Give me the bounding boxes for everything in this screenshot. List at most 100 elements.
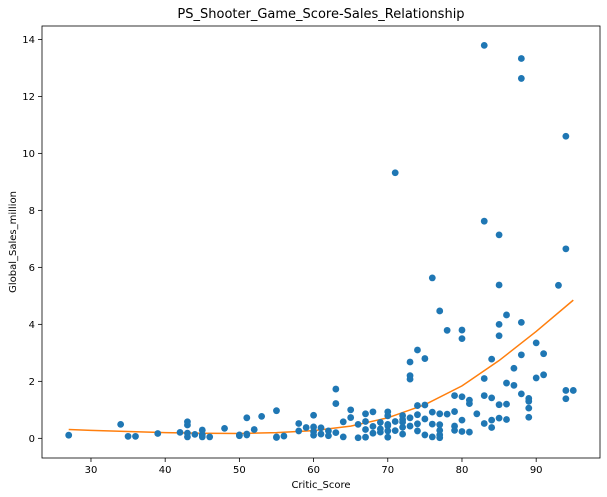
data-point — [443, 326, 451, 334]
data-point — [458, 416, 466, 424]
y-tick-label: 4 — [29, 320, 35, 331]
data-point — [480, 41, 488, 49]
data-point — [458, 428, 466, 435]
data-point — [480, 392, 488, 399]
data-point — [480, 420, 488, 427]
data-point — [384, 433, 392, 441]
data-point — [466, 400, 473, 407]
data-point — [184, 418, 191, 426]
x-tick-label: 70 — [381, 465, 394, 476]
data-point — [495, 414, 503, 422]
y-tick-label: 8 — [29, 206, 35, 217]
data-point — [562, 387, 570, 394]
data-point — [376, 418, 384, 426]
data-point — [451, 408, 458, 415]
data-point — [132, 432, 139, 440]
data-point — [369, 429, 377, 437]
data-point — [325, 427, 332, 435]
x-tick-label: 60 — [307, 465, 320, 476]
data-point — [310, 411, 317, 419]
data-point — [317, 430, 325, 438]
data-point — [495, 231, 503, 239]
data-point — [428, 433, 436, 441]
data-point — [369, 408, 377, 416]
data-point — [391, 418, 399, 425]
x-tick-label: 40 — [159, 465, 172, 476]
data-point — [280, 432, 288, 440]
data-point — [540, 371, 548, 379]
data-point — [198, 433, 206, 441]
data-point — [406, 375, 414, 383]
data-point — [458, 393, 466, 401]
data-point — [332, 429, 340, 437]
data-point — [347, 406, 355, 414]
x-tick-label: 30 — [85, 465, 98, 476]
y-tick-label: 0 — [29, 434, 35, 445]
data-point — [436, 307, 444, 315]
data-point — [495, 281, 503, 289]
data-point — [362, 410, 369, 418]
data-point — [480, 217, 488, 225]
data-point — [495, 320, 503, 328]
data-point — [243, 414, 251, 422]
data-point — [569, 387, 577, 394]
data-point — [495, 332, 503, 340]
chart-title: PS_Shooter_Game_Score-Sales_Relationship — [177, 7, 464, 22]
data-point — [154, 430, 162, 437]
y-tick-label: 10 — [22, 149, 35, 160]
data-point — [406, 414, 414, 422]
data-point — [428, 274, 436, 282]
data-point — [362, 418, 369, 425]
data-point — [436, 410, 444, 418]
data-point — [332, 400, 340, 407]
y-tick-label: 6 — [29, 263, 35, 274]
data-point — [532, 339, 540, 347]
data-point — [391, 169, 399, 177]
data-point — [540, 350, 548, 358]
data-point — [406, 358, 414, 366]
data-point — [221, 424, 228, 432]
x-tick-label: 50 — [233, 465, 246, 476]
data-point — [117, 420, 125, 428]
data-point — [488, 424, 496, 431]
data-point — [235, 432, 243, 440]
y-axis-label: Global_Sales_million — [8, 191, 19, 293]
data-point — [436, 421, 444, 429]
x-axis: 30 40 50 60 70 80 90 — [85, 458, 543, 476]
data-point — [562, 132, 570, 140]
data-point — [369, 422, 377, 430]
data-point — [391, 427, 399, 435]
data-point — [458, 326, 466, 334]
data-point — [517, 75, 525, 82]
y-tick-label: 14 — [22, 35, 35, 46]
data-point — [517, 390, 525, 398]
x-tick-label: 90 — [530, 465, 543, 476]
data-point — [332, 385, 340, 393]
data-point — [451, 426, 458, 434]
data-point — [488, 394, 496, 402]
data-point — [399, 423, 407, 431]
data-point — [376, 428, 384, 436]
data-point — [317, 424, 325, 432]
data-point — [525, 404, 533, 412]
data-point — [362, 433, 369, 441]
data-point — [354, 434, 362, 442]
data-point — [488, 416, 496, 424]
data-point — [480, 375, 488, 382]
data-point — [421, 401, 429, 409]
data-point — [339, 433, 347, 441]
data-point — [310, 431, 317, 439]
data-point — [273, 407, 280, 415]
data-point — [443, 410, 451, 418]
data-point — [191, 430, 199, 438]
data-point — [503, 379, 510, 387]
data-point — [176, 428, 184, 436]
data-point — [414, 402, 421, 409]
data-point — [466, 428, 473, 436]
data-point — [517, 55, 525, 62]
data-point — [347, 414, 355, 421]
data-point — [503, 311, 510, 319]
y-axis: 0 2 4 6 8 10 12 14 — [22, 35, 42, 445]
data-point — [184, 433, 191, 441]
data-point — [295, 427, 303, 435]
